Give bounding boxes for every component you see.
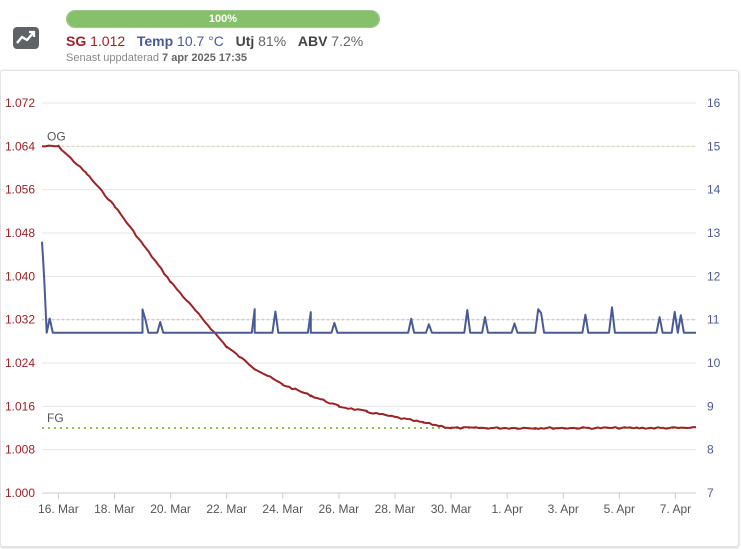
y-right-tick-label: 10 bbox=[707, 356, 721, 370]
y-right-tick-label: 13 bbox=[707, 226, 721, 240]
y-right-tick-label: 16 bbox=[707, 96, 721, 110]
y-left-tick-label: 1.056 bbox=[5, 183, 35, 197]
y-left-tick-label: 1.000 bbox=[5, 486, 35, 500]
y-left-tick-label: 1.016 bbox=[5, 399, 35, 413]
x-tick-label: 20. Mar bbox=[150, 502, 191, 516]
reference-line-label: OG bbox=[47, 129, 66, 143]
sg-series bbox=[41, 144, 697, 430]
progress-fill bbox=[67, 11, 379, 27]
y-left-tick-label: 1.008 bbox=[5, 443, 35, 457]
fermentation-chart[interactable]: 1.000 1.008 1.016 1.024 1.032 1.040 1.048 1.056… bbox=[1, 71, 738, 546]
y-right-tick-label: 7 bbox=[707, 486, 714, 500]
x-tick-label: 5. Apr bbox=[604, 502, 635, 516]
updated-prefix: Senast uppdaterad bbox=[66, 52, 159, 64]
y-right-tick-label: 14 bbox=[707, 183, 721, 197]
x-tick-label: 28. Mar bbox=[375, 502, 416, 516]
y-left-tick-label: 1.072 bbox=[5, 96, 35, 110]
y-left-tick-label: 1.048 bbox=[5, 226, 35, 240]
x-tick-label: 3. Apr bbox=[548, 502, 579, 516]
y-right-tick-label: 11 bbox=[707, 313, 720, 327]
utj-label: Utj bbox=[235, 33, 255, 49]
x-tick-label: 26. Mar bbox=[319, 502, 360, 516]
sg-label: SG bbox=[66, 33, 87, 49]
progress-label: 100% bbox=[208, 13, 238, 25]
y-right-tick-label: 12 bbox=[707, 269, 721, 283]
x-tick-label: 22. Mar bbox=[206, 502, 247, 516]
y-left-tick-label: 1.024 bbox=[5, 356, 35, 370]
temperature-series bbox=[41, 241, 696, 334]
y-right-tick-label: 15 bbox=[707, 139, 721, 153]
fermentation-progress-bar: 100% bbox=[66, 10, 380, 28]
y-left-tick-label: 1.040 bbox=[5, 269, 35, 283]
last-updated: Senast uppdaterad 7 apr 2025 17:35 bbox=[66, 52, 247, 64]
temp-label: Temp bbox=[136, 33, 174, 49]
x-tick-label: 18. Mar bbox=[94, 502, 135, 516]
y-left-tick-label: 1.064 bbox=[5, 139, 35, 153]
x-tick-label: 16. Mar bbox=[38, 502, 79, 516]
utj-value: 81% bbox=[258, 33, 287, 49]
updated-timestamp: 7 apr 2025 17:35 bbox=[162, 52, 248, 64]
y-right-tick-label: 8 bbox=[707, 443, 714, 457]
x-tick-label: 24. Mar bbox=[262, 502, 303, 516]
current-readings: SG 1.012 Temp 10.7 °C Utj 81% ABV 7.2% bbox=[66, 33, 363, 49]
x-tick-label: 7. Apr bbox=[660, 502, 691, 516]
x-tick-label: 1. Apr bbox=[491, 502, 522, 516]
line-chart-icon bbox=[12, 26, 40, 50]
abv-label: ABV bbox=[297, 33, 328, 49]
x-tick-label: 30. Mar bbox=[431, 502, 472, 516]
reference-line-label: FG bbox=[47, 411, 64, 425]
y-right-tick-label: 9 bbox=[707, 399, 714, 413]
abv-value: 7.2% bbox=[331, 33, 364, 49]
temp-value: 10.7 °C bbox=[177, 33, 224, 49]
y-left-tick-label: 1.032 bbox=[5, 313, 35, 327]
chart-card: 1.000 1.008 1.016 1.024 1.032 1.040 1.048 1.056… bbox=[0, 70, 739, 547]
sg-value: 1.012 bbox=[90, 33, 126, 49]
